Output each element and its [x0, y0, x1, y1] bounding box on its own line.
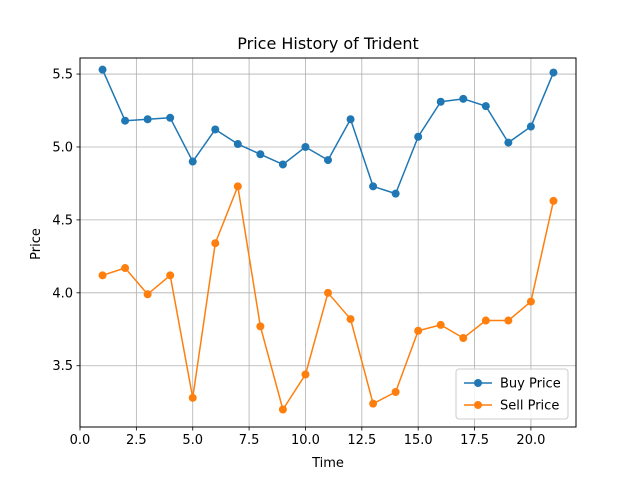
y-axis-label: Price [29, 228, 44, 260]
data-point-buy-price [414, 132, 423, 141]
data-point-sell-price [233, 182, 242, 191]
data-point-buy-price [526, 122, 535, 131]
x-tick-label: 7.5 [239, 433, 260, 448]
data-point-sell-price [391, 387, 400, 396]
data-point-buy-price [504, 138, 513, 147]
data-point-buy-price [481, 102, 490, 111]
data-point-sell-price [188, 393, 197, 402]
data-point-buy-price [278, 160, 287, 169]
data-point-buy-price [143, 115, 152, 124]
data-point-sell-price [436, 320, 445, 329]
x-tick-label: 17.5 [460, 433, 489, 448]
x-tick-label: 20.0 [516, 433, 545, 448]
series-layer [98, 65, 558, 414]
data-point-buy-price [188, 157, 197, 166]
x-tick-label: 0.0 [70, 433, 91, 448]
x-tick-label: 15.0 [404, 433, 433, 448]
data-point-sell-price [256, 322, 265, 331]
data-point-sell-price [414, 326, 423, 335]
data-point-buy-price [391, 189, 400, 198]
data-point-buy-price [211, 125, 220, 134]
data-point-sell-price [549, 196, 558, 205]
y-tick-label: 5.5 [52, 68, 73, 83]
legend-item-buy-price: Buy Price [464, 377, 561, 392]
data-point-sell-price [301, 370, 310, 379]
data-point-buy-price [346, 115, 355, 124]
x-tick-label: 12.5 [347, 433, 376, 448]
x-tick-label: 5.0 [182, 433, 203, 448]
data-point-buy-price [233, 140, 242, 149]
data-point-buy-price [369, 182, 378, 191]
data-point-sell-price [526, 297, 535, 306]
data-point-sell-price [98, 271, 107, 280]
data-point-buy-price [459, 94, 468, 103]
series-buy-price [98, 65, 558, 198]
plot-frame [79, 57, 577, 428]
x-tick-label: 10.0 [291, 433, 320, 448]
series-sell-price [98, 182, 558, 414]
data-point-sell-price [166, 271, 175, 280]
legend-label: Buy Price [500, 377, 561, 392]
data-point-sell-price [211, 239, 220, 248]
legend: Buy Price Sell Price [455, 368, 569, 420]
axes: 0.0 2.5 5.0 7.5 10.0 12.5 15.0 17.5 20.0 3.5 4.0 4.… [52, 68, 545, 448]
data-point-sell-price [143, 290, 152, 299]
legend-label: Sell Price [500, 399, 559, 414]
data-point-buy-price [98, 65, 107, 74]
y-tick-label: 4.0 [52, 286, 73, 301]
data-point-buy-price [121, 116, 130, 125]
data-point-sell-price [481, 316, 490, 325]
data-point-buy-price [301, 142, 310, 151]
data-point-sell-price [121, 264, 130, 273]
data-point-sell-price [324, 288, 332, 297]
data-point-sell-price [346, 315, 355, 324]
data-point-sell-price [278, 405, 287, 414]
chart-title: Price History of Trident [237, 34, 419, 53]
data-point-sell-price [369, 399, 378, 408]
data-point-buy-price [166, 113, 175, 122]
data-point-sell-price [504, 316, 513, 325]
x-tick-label: 2.5 [126, 433, 147, 448]
data-point-buy-price [436, 97, 445, 106]
legend-item-sell-price: Sell Price [464, 399, 559, 414]
y-tick-label: 5.0 [52, 140, 73, 155]
data-point-buy-price [549, 68, 558, 77]
legend-swatch-marker [474, 379, 482, 387]
y-tick-label: 3.5 [52, 359, 73, 374]
y-tick-label: 4.5 [52, 213, 73, 228]
legend-swatch-marker [474, 401, 482, 409]
data-point-buy-price [256, 150, 265, 159]
data-point-buy-price [324, 156, 332, 165]
x-axis-label: Time [311, 456, 344, 471]
legend-box [455, 368, 569, 420]
data-point-sell-price [459, 334, 468, 343]
